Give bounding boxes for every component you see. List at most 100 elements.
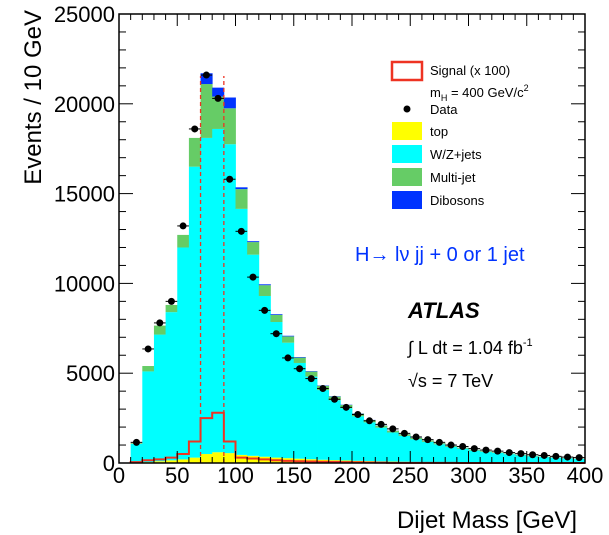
bar-w-z-jets	[130, 443, 143, 463]
x-tick-label: 350	[508, 463, 545, 488]
bar-multi-jet	[188, 137, 201, 167]
bar-multi-jet	[247, 242, 260, 255]
data-point	[144, 345, 152, 353]
bar-w-z-jets	[410, 439, 423, 462]
experiment-label: ATLAS	[407, 298, 480, 323]
bar-w-z-jets	[258, 295, 271, 457]
x-tick-label: 0	[113, 463, 125, 488]
bar-w-z-jets	[561, 458, 574, 463]
y-tick-label: 5000	[66, 361, 115, 386]
data-point	[400, 429, 408, 437]
bar-multi-jet	[177, 234, 190, 248]
energy-label: √s = 7 TeV	[408, 371, 493, 391]
legend-label-signal: Signal (x 100)	[430, 63, 510, 78]
bar-w-z-jets	[445, 446, 458, 463]
data-point	[505, 449, 513, 457]
data-point	[214, 94, 222, 102]
bar-multi-jet	[223, 108, 236, 145]
y-tick-label: 10000	[54, 271, 115, 296]
legend-label-dibosons: Dibosons	[430, 193, 485, 208]
bar-w-z-jets	[375, 427, 388, 462]
data-point	[319, 384, 327, 392]
bar-top	[212, 452, 225, 463]
data-point	[284, 354, 292, 362]
x-tick-label: 250	[392, 463, 429, 488]
legend-mass-label: mH = 400 GeV/c2	[430, 83, 529, 103]
bar-multi-jet	[258, 285, 271, 296]
bar-w-z-jets	[386, 432, 399, 462]
data-point	[470, 445, 478, 453]
bar-w-z-jets	[282, 342, 295, 459]
bar-w-z-jets	[212, 128, 225, 453]
x-tick-label: 50	[165, 463, 189, 488]
bar-multi-jet	[282, 336, 295, 343]
legend: Signal (x 100) mH = 400 GeV/c2 Data top …	[390, 60, 529, 209]
data-point	[226, 175, 234, 183]
bar-multi-jet	[153, 325, 166, 335]
bar-w-z-jets	[235, 208, 248, 455]
bar-w-z-jets	[188, 166, 201, 458]
data-point	[261, 306, 269, 314]
data-point	[272, 330, 280, 338]
bar-w-z-jets	[456, 448, 469, 463]
bar-top	[235, 454, 248, 463]
axis-ticks: 0 50 100 150 200 250 300 350 400 0 5000 10000 15000 2…	[54, 2, 604, 488]
legend-label-data: Data	[430, 102, 458, 117]
y-tick-label: 15000	[54, 182, 115, 207]
data-point	[494, 447, 502, 455]
data-point	[307, 375, 315, 383]
data-point	[249, 273, 257, 281]
bar-multi-jet	[270, 314, 283, 323]
bar-w-z-jets	[421, 441, 434, 463]
data-point	[296, 365, 304, 373]
bar-top	[177, 459, 190, 463]
bar-w-z-jets	[200, 137, 213, 455]
data-point	[179, 222, 187, 230]
bar-multi-jet	[165, 304, 178, 313]
data-point	[529, 451, 537, 459]
bar-top	[188, 457, 201, 463]
bar-dibosons	[212, 87, 225, 97]
bar-w-z-jets	[550, 457, 563, 463]
bar-top	[223, 453, 236, 463]
x-tick-label: 300	[450, 463, 487, 488]
x-tick-label: 400	[567, 463, 604, 488]
bar-dibosons	[247, 241, 260, 243]
bar-w-z-jets	[398, 435, 411, 462]
bar-w-z-jets	[503, 454, 516, 463]
bar-top	[165, 460, 178, 463]
x-tick-label: 150	[275, 463, 312, 488]
bar-w-z-jets	[177, 247, 190, 460]
data-point	[132, 438, 140, 446]
data-point	[237, 227, 245, 235]
channel-label: H→ lν jj + 0 or 1 jet	[355, 244, 525, 266]
bar-w-z-jets	[480, 451, 493, 463]
bar-dibosons	[293, 357, 306, 358]
data-point	[447, 441, 455, 449]
data-point	[517, 450, 525, 458]
x-tick-label: 200	[334, 463, 371, 488]
bar-dibosons	[200, 73, 213, 85]
x-axis-title: Dijet Mass [GeV]	[397, 507, 577, 534]
data-point	[377, 420, 385, 428]
data-point	[412, 433, 420, 441]
bar-w-z-jets	[165, 312, 178, 461]
data-point	[564, 453, 572, 461]
data-point	[482, 446, 490, 454]
legend-swatch-signal	[390, 60, 424, 82]
data-point	[342, 403, 350, 411]
bar-w-z-jets	[468, 450, 481, 463]
stacked-histogram	[130, 73, 586, 463]
legend-marker-data	[403, 105, 411, 113]
bar-w-z-jets	[340, 408, 353, 461]
bar-dibosons	[258, 284, 271, 286]
bar-top	[200, 454, 213, 463]
data-point	[435, 438, 443, 446]
bar-top	[153, 461, 166, 463]
bar-dibosons	[282, 335, 295, 337]
data-point	[552, 452, 560, 460]
bar-multi-jet	[235, 189, 248, 209]
bar-w-z-jets	[352, 416, 365, 461]
legend-swatch-dibosons	[392, 191, 422, 209]
y-axis-title: Events / 10 GeV	[20, 10, 47, 185]
